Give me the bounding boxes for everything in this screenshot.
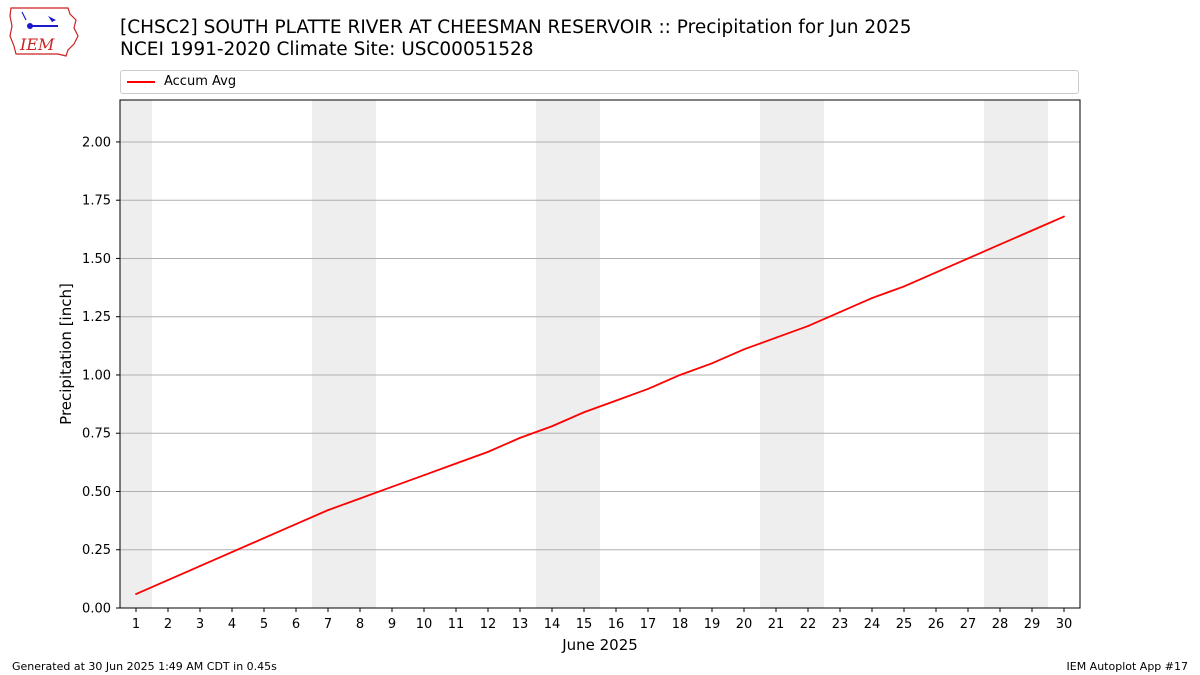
data-point-day-15 (583, 411, 585, 414)
x-tick-label-10: 10 (416, 617, 433, 632)
x-tick-label-15: 15 (576, 617, 593, 632)
weekend-band-3 (536, 100, 600, 608)
data-point-day-6 (295, 523, 297, 526)
footer-generated-text: Generated at 30 Jun 2025 1:49 AM CDT in … (12, 660, 277, 673)
y-tick-label-0: 0.00 (82, 602, 111, 617)
data-point-day-14 (551, 425, 553, 428)
x-tick-label-11: 11 (448, 617, 465, 632)
data-point-day-12 (487, 450, 489, 453)
data-point-day-17 (647, 388, 649, 390)
data-point-day-7 (327, 509, 329, 512)
footer-app-label: IEM Autoplot App #17 (1066, 660, 1189, 673)
data-point-day-13 (519, 436, 521, 439)
x-tick-label-14: 14 (544, 617, 561, 632)
data-point-day-2 (167, 579, 169, 581)
y-tick-label-2: 0.50 (82, 485, 111, 500)
legend: Accum Avg (120, 70, 1079, 94)
data-point-day-30 (1063, 215, 1065, 218)
x-tick-label-24: 24 (864, 617, 881, 632)
data-point-day-4 (231, 551, 233, 553)
x-tick-label-29: 29 (1024, 617, 1041, 632)
data-point-day-16 (615, 399, 617, 402)
data-point-day-25 (903, 285, 905, 288)
x-tick-label-19: 19 (704, 617, 721, 632)
data-point-day-28 (999, 243, 1001, 246)
data-point-day-20 (743, 348, 745, 351)
data-point-day-8 (359, 497, 361, 500)
data-point-day-10 (423, 474, 425, 477)
x-tick-label-2: 2 (164, 617, 172, 632)
data-point-day-18 (679, 374, 681, 376)
x-tick-label-1: 1 (132, 617, 140, 632)
x-tick-label-17: 17 (640, 617, 657, 632)
y-tick-label-7: 1.75 (82, 194, 111, 209)
y-tick-label-4: 1.00 (82, 368, 111, 383)
x-tick-label-13: 13 (512, 617, 529, 632)
weekend-band-2 (312, 100, 376, 608)
x-tick-label-26: 26 (928, 617, 945, 632)
y-tick-label-6: 1.50 (82, 252, 111, 267)
x-tick-label-22: 22 (800, 617, 817, 632)
x-tick-label-23: 23 (832, 617, 849, 632)
legend-swatch-accum-avg (127, 81, 155, 83)
x-tick-label-18: 18 (672, 617, 689, 632)
x-tick-label-6: 6 (292, 617, 300, 632)
x-tick-label-3: 3 (196, 617, 204, 632)
legend-label-accum-avg: Accum Avg (164, 74, 237, 89)
weekend-band-4 (760, 100, 824, 608)
data-point-day-23 (839, 311, 841, 313)
x-tick-label-28: 28 (992, 617, 1009, 632)
data-point-day-1 (135, 593, 137, 595)
iem-logo-icon: IEM (9, 7, 79, 57)
y-tick-label-1: 0.25 (82, 543, 111, 558)
series-line-accum-avg (135, 215, 1065, 595)
y-tick-label-5: 1.25 (82, 310, 111, 325)
y-tick-label-3: 0.75 (82, 427, 111, 442)
data-point-day-22 (807, 325, 809, 327)
y-axis-label: Precipitation [inch] (57, 283, 75, 425)
data-point-day-21 (775, 336, 777, 339)
data-point-day-5 (263, 537, 265, 539)
data-point-day-9 (391, 485, 393, 488)
title-line-1: [CHSC2] SOUTH PLATTE RIVER AT CHEESMAN R… (120, 17, 912, 38)
weekend-band-1 (120, 100, 152, 608)
data-point-day-3 (199, 565, 201, 567)
x-tick-label-8: 8 (356, 617, 364, 632)
data-point-day-29 (1031, 229, 1033, 232)
title-line-2: NCEI 1991-2020 Climate Site: USC00051528 (120, 39, 534, 60)
x-tick-label-27: 27 (960, 617, 977, 632)
x-tick-label-5: 5 (260, 617, 268, 632)
weekend-band-5 (984, 100, 1048, 608)
y-tick-label-8: 2.00 (82, 135, 111, 150)
data-point-day-24 (871, 297, 873, 299)
x-axis-label: June 2025 (561, 636, 638, 654)
x-tick-label-7: 7 (324, 617, 332, 632)
data-point-day-19 (711, 362, 713, 365)
x-tick-label-9: 9 (388, 617, 396, 632)
plot-frame (119, 99, 1081, 609)
data-point-day-26 (935, 271, 937, 274)
x-tick-label-4: 4 (228, 617, 236, 632)
x-tick-label-16: 16 (608, 617, 625, 632)
data-point-day-11 (455, 462, 457, 465)
x-tick-label-12: 12 (480, 617, 497, 632)
x-tick-label-20: 20 (736, 617, 753, 632)
chart-title: [CHSC2] SOUTH PLATTE RIVER AT CHEESMAN R… (120, 17, 912, 61)
x-tick-label-21: 21 (768, 617, 785, 632)
logo-text: IEM (19, 35, 55, 54)
data-point-day-27 (967, 257, 969, 260)
x-tick-label-30: 30 (1056, 617, 1073, 632)
x-tick-label-25: 25 (896, 617, 913, 632)
